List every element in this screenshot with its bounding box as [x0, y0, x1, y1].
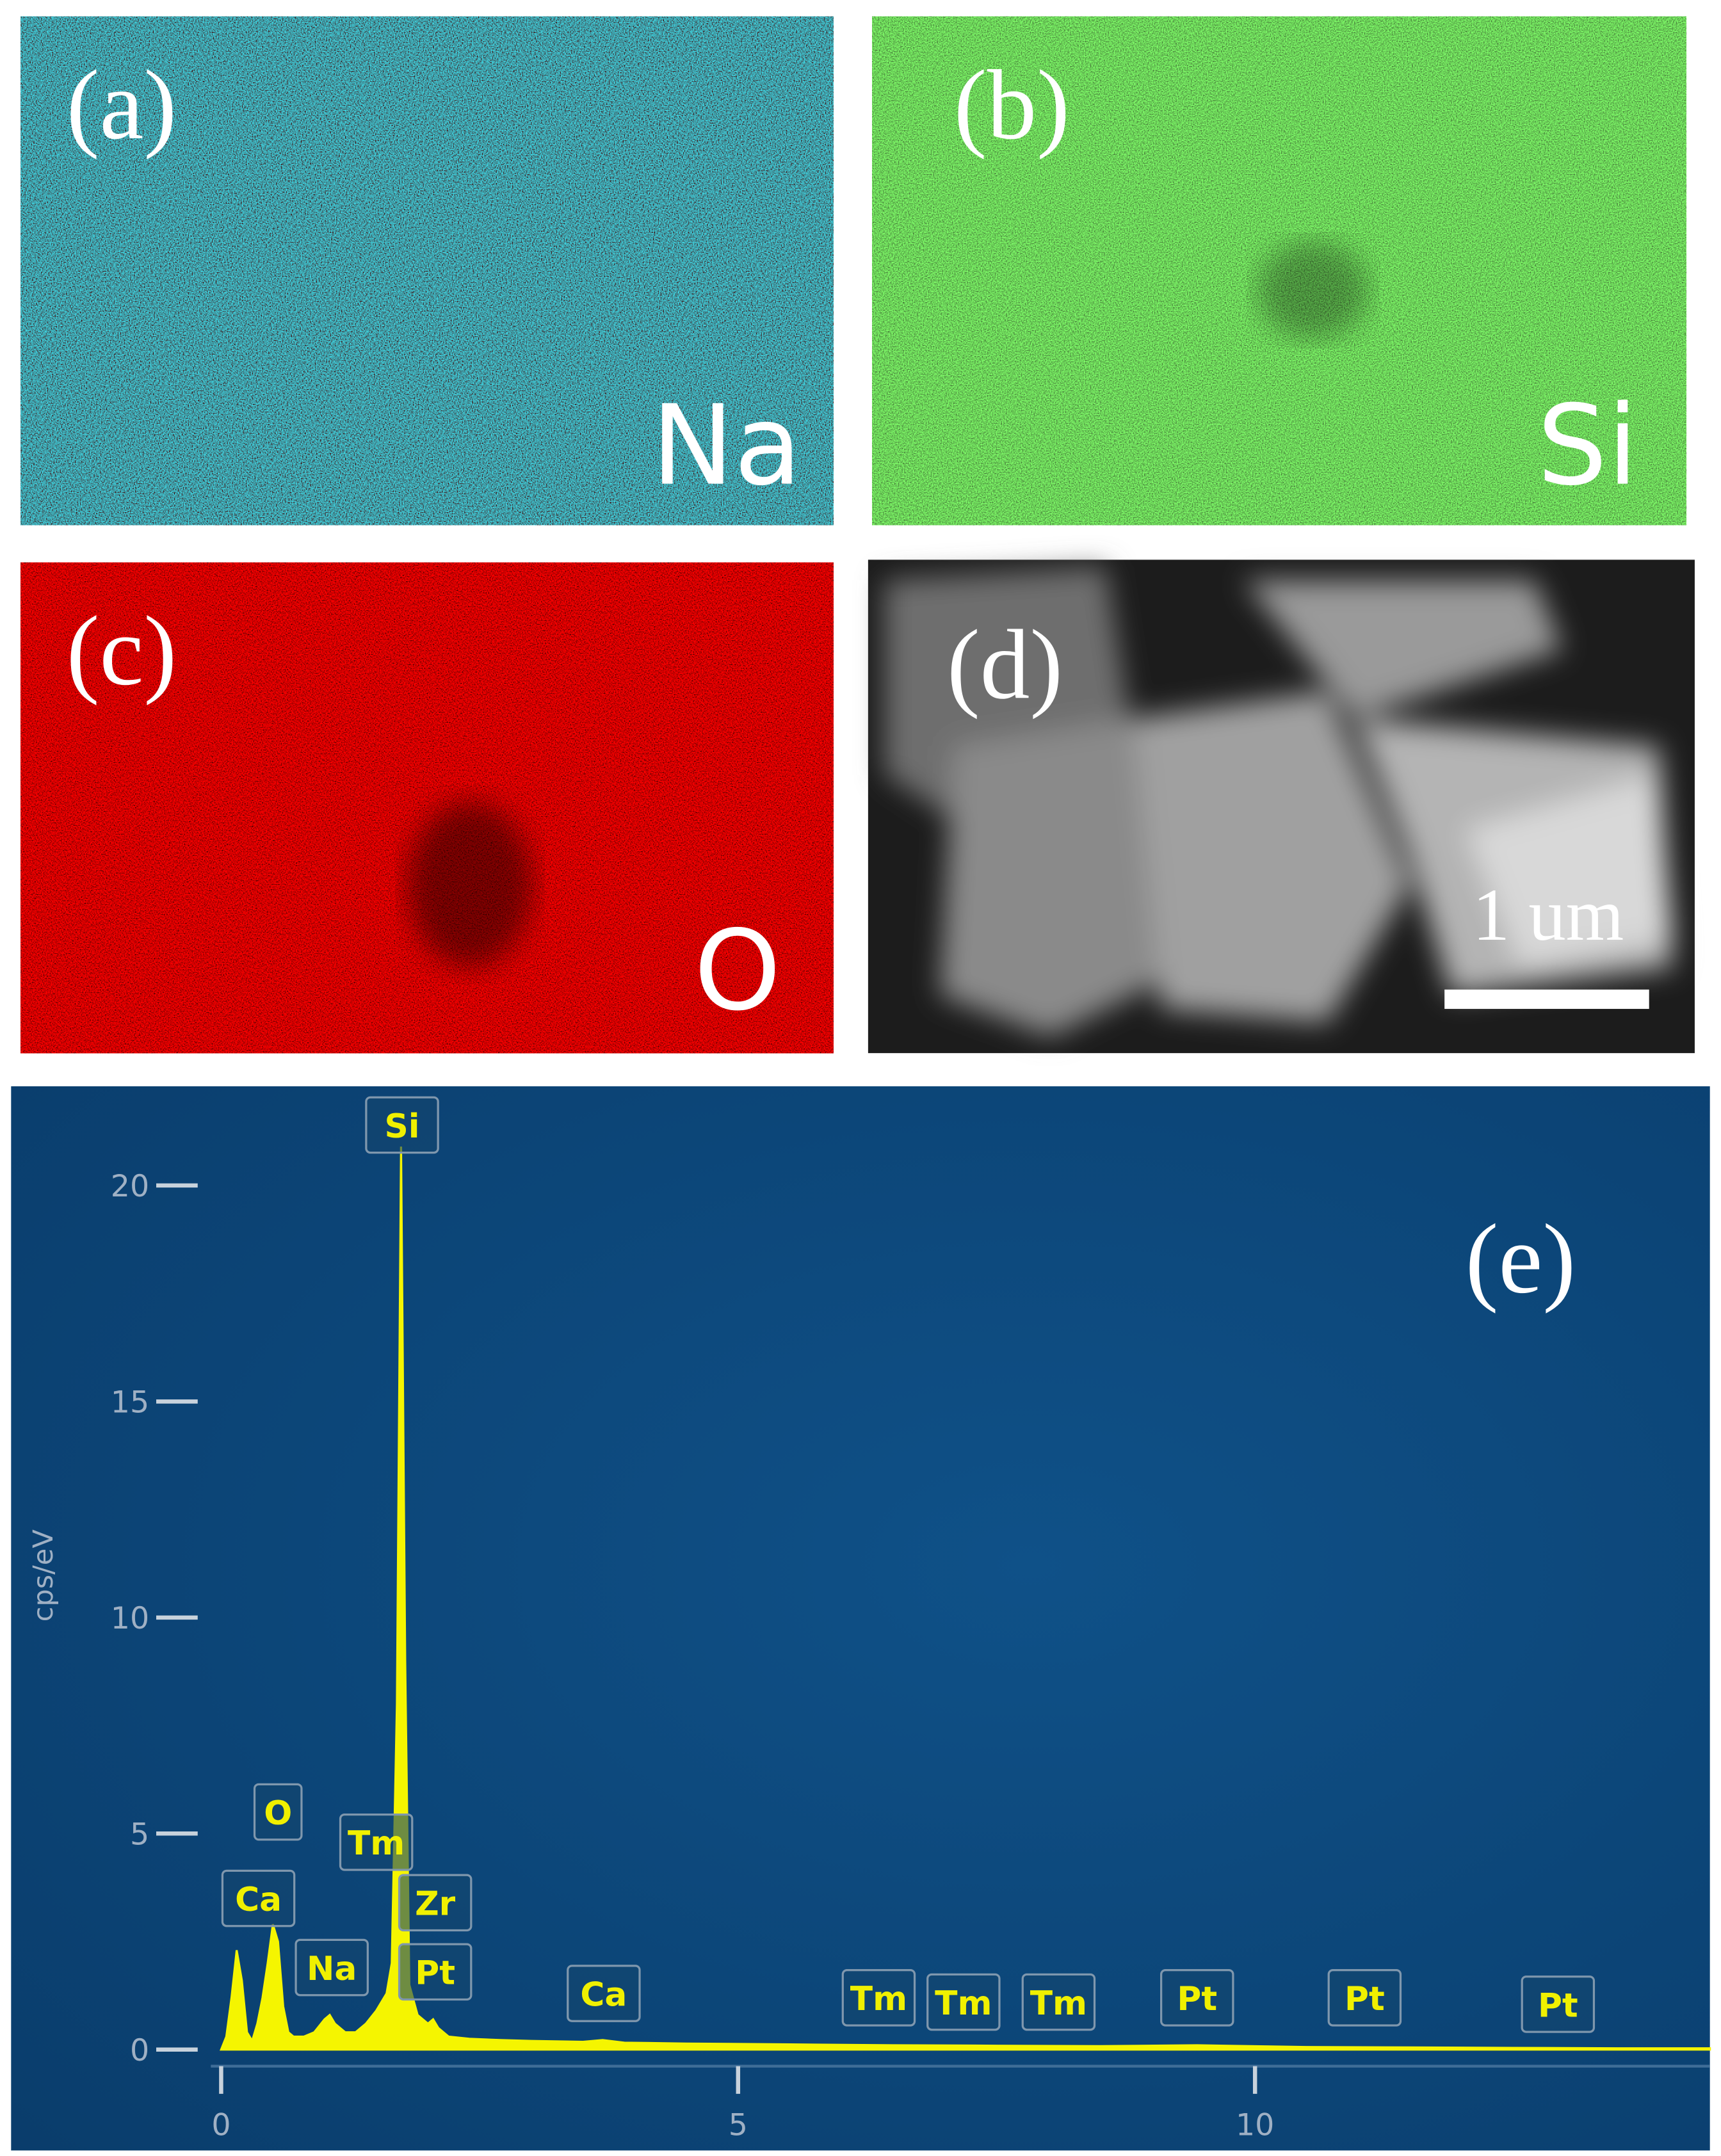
peak-label-box [1327, 1968, 1402, 2027]
panel-label: (c) [67, 595, 177, 706]
peak-label-box [1521, 1975, 1596, 2033]
peak-label: Pt [415, 1954, 455, 1993]
panel-d: (d) 1 um [868, 559, 1695, 1054]
peak-label: Ca [235, 1881, 282, 1919]
peak-label-box [841, 1968, 916, 2027]
sem-grains [884, 567, 1673, 1037]
x-tick-label: 10 [1236, 2108, 1274, 2143]
scale-bar [1444, 989, 1649, 1010]
peak-label: Pt [1538, 1986, 1578, 2025]
peak-label-box [398, 1943, 473, 2001]
x-tick-label: 5 [729, 2108, 748, 2143]
peak-label-box [398, 1874, 473, 1932]
peak-label-box [221, 1869, 296, 1927]
peak-label: Tm [850, 1980, 907, 2018]
peak-label-box [926, 1973, 1001, 2031]
peak-label: O [264, 1794, 292, 1833]
x-tick-label: 0 [211, 2108, 230, 2143]
scale-bar-label: 1 um [1473, 874, 1624, 956]
peak-label-box [365, 1096, 439, 1154]
y-tick-label: 15 [111, 1385, 149, 1420]
map-na [20, 16, 834, 526]
peak-label: Na [307, 1950, 357, 1988]
panel-b: (b) Si [872, 16, 1686, 526]
map-o [20, 562, 834, 1054]
panel-label: (a) [67, 49, 177, 160]
peak-label: Tm [935, 1984, 992, 2023]
peak-label-box [339, 1813, 414, 1871]
peak-label-box [567, 1965, 641, 2022]
peak-label-box [1160, 1968, 1234, 2027]
panel-a: (a) Na [20, 16, 834, 526]
peak-label-box [1021, 1973, 1096, 2031]
y-tick-label: 10 [111, 1601, 149, 1636]
spectrum [220, 1146, 1711, 2051]
peak-label: Pt [1345, 1980, 1385, 2018]
peak-label: Ca [580, 1975, 627, 2014]
panel-label: (d) [947, 609, 1063, 720]
peak-label: Tm [1030, 1984, 1087, 2023]
peak-label-box [253, 1783, 303, 1841]
peak-label: Zr [415, 1885, 456, 1924]
peak-label: Si [384, 1107, 419, 1146]
panel-label: (b) [954, 49, 1070, 160]
y-axis-label: cps/eV [28, 1529, 60, 1622]
peak-label: Tm [348, 1824, 405, 1863]
y-tick-label: 20 [111, 1169, 149, 1204]
panel-c: (c) O [20, 562, 834, 1054]
peak-label-box [295, 1938, 369, 1997]
panel-label: (e) [1466, 1203, 1576, 1314]
element-label: Si [1537, 382, 1638, 510]
element-label: O [694, 906, 781, 1035]
element-label: Na [651, 382, 802, 510]
y-tick-label: 5 [130, 1817, 149, 1853]
y-tick-label: 0 [130, 2033, 149, 2068]
peak-label: Pt [1177, 1980, 1217, 2018]
panel-e: (e) cps/eV 0 5 10 15 20 0 5 10 Ca O Na Tm Si Zr Pt Ca Tm… [11, 1086, 1711, 2151]
